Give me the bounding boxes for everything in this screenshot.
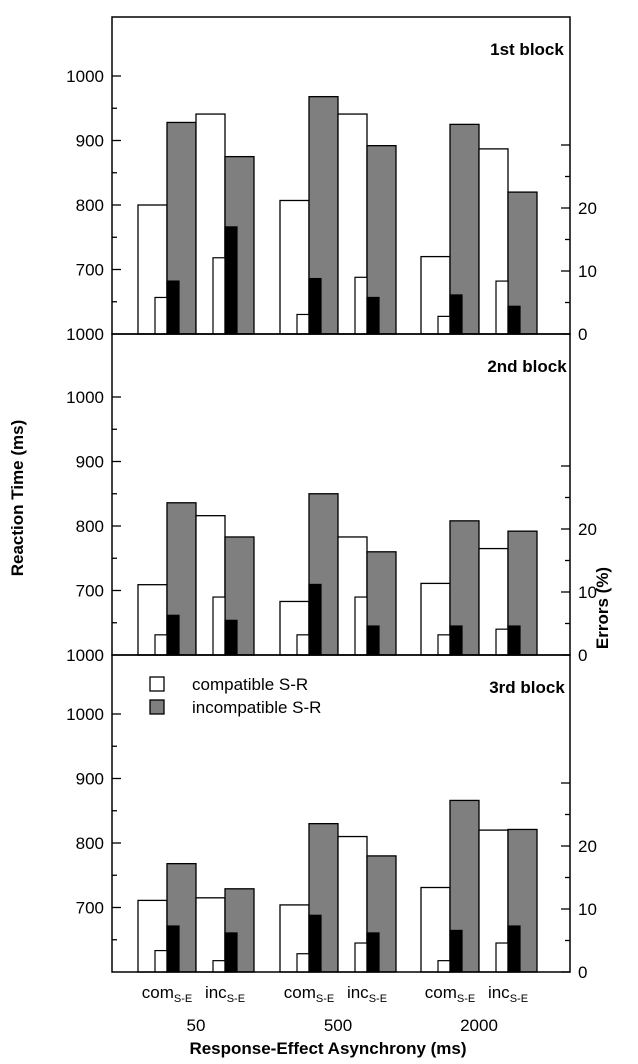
error-bar-incompatible [224,932,238,973]
left-tick-label: 1000 [66,646,104,665]
left-tick-label: 700 [76,582,104,601]
error-bar-incompatible [224,619,238,656]
error-bar-compatible [354,276,368,335]
panel-3: 1000 900 800 700 1000 20 10 0 3rd block [66,646,597,982]
left-tick-label: 700 [76,261,104,280]
x-axis-labels: comS-E incS-E 50 comS-E incS-E 500 comS-E incS-… [142,983,528,1035]
left-tick-label: 800 [76,196,104,215]
left-tick-label: 800 [76,834,104,853]
panel-2: 1000 900 800 700 1000 20 10 0 2nd block [66,325,597,665]
legend-swatch [149,699,165,715]
left-tick-label: 1000 [66,67,104,86]
error-bar-compatible [354,596,368,656]
condition-label: comS-E [425,983,475,1005]
left-axis-title: Reaction Time (ms) [8,420,27,577]
error-bar-compatible [437,315,451,335]
left-tick-label: 1000 [66,388,104,407]
right-axis-title-group: Errors (%) [593,567,612,649]
error-bar-compatible [495,628,509,656]
left-tick-label: 1000 [66,325,104,344]
x-axis-title: Response-Effect Asynchrony (ms) [189,1039,466,1058]
error-bar-compatible [296,313,310,335]
right-tick-label: 0 [578,963,587,982]
right-tick-label: 10 [578,262,597,281]
error-bar-incompatible [366,296,380,335]
error-bar-compatible [296,634,310,656]
error-bar-incompatible [166,925,180,973]
error-bar-compatible [212,257,226,335]
condition-label: comS-E [142,983,192,1005]
condition-label: comS-E [284,983,334,1005]
error-bar-incompatible [507,925,521,973]
panel-frame [111,654,571,973]
legend: compatible S-R incompatible S-R [149,675,321,717]
asynchrony-label: 500 [324,1016,352,1035]
rt-bar-compatible [337,536,368,656]
left-tick-label: 800 [76,517,104,536]
error-bar-compatible [154,634,168,656]
error-bar-incompatible [507,625,521,656]
condition-label: incS-E [347,983,387,1005]
block-label: 1st block [490,40,564,59]
left-tick-label: 700 [76,899,104,918]
error-bar-incompatible [224,226,238,335]
right-tick-label: 20 [578,837,597,856]
right-tick-label: 0 [578,325,587,344]
error-bar-incompatible [308,277,322,335]
error-bar-incompatible [449,625,463,656]
block-label: 2nd block [487,357,567,376]
right-tick-label: 10 [578,583,597,602]
panel-1: 1000 900 800 700 20 10 0 1st block [66,16,597,344]
left-tick-label: 900 [76,132,104,151]
rt-bar-compatible [137,204,168,335]
error-bar-compatible [437,960,451,973]
error-bar-compatible [495,942,509,973]
right-axis-title: Errors (%) [593,567,612,649]
error-bar-incompatible [166,614,180,656]
error-bar-incompatible [449,294,463,335]
rt-bar-compatible [420,886,451,973]
error-bar-incompatible [366,932,380,973]
error-bar-incompatible [308,583,322,656]
legend-label: compatible S-R [192,675,308,694]
left-tick-label: 1000 [66,705,104,724]
left-tick-label: 900 [76,770,104,789]
block-label: 3rd block [489,678,565,697]
error-bar-incompatible [507,305,521,335]
error-bar-compatible [437,634,451,656]
right-tick-label: 20 [578,199,597,218]
error-bar-incompatible [166,280,180,335]
right-tick-label: 0 [578,646,587,665]
condition-label: incS-E [488,983,528,1005]
asynchrony-label: 2000 [460,1016,498,1035]
asynchrony-label: 50 [187,1016,206,1035]
error-bar-compatible [354,942,368,973]
legend-label: incompatible S-R [192,698,321,717]
condition-label: incS-E [205,983,245,1005]
error-bar-incompatible [308,914,322,973]
error-bar-compatible [212,960,226,973]
error-bar-incompatible [366,625,380,656]
error-bar-compatible [154,949,168,973]
error-bar-incompatible [449,929,463,973]
error-bar-compatible [296,953,310,973]
error-bar-compatible [154,296,168,335]
error-bar-compatible [212,596,226,656]
left-axis-title-group: Reaction Time (ms) [8,420,27,577]
left-tick-label: 900 [76,453,104,472]
right-tick-label: 10 [578,900,597,919]
legend-swatch [149,676,165,692]
error-bar-compatible [495,280,509,335]
right-tick-label: 20 [578,520,597,539]
